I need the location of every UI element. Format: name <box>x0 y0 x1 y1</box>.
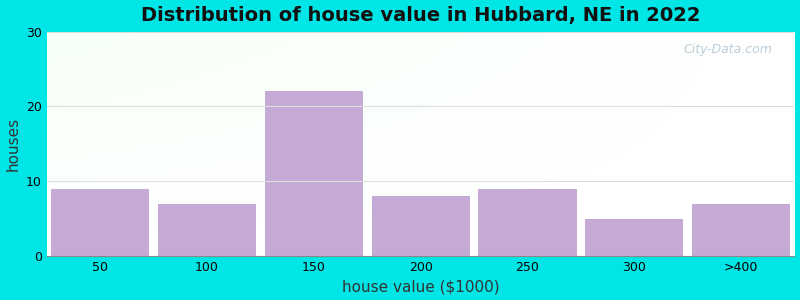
Bar <box>371 196 470 256</box>
Bar <box>478 189 577 256</box>
Bar <box>265 92 363 256</box>
Bar <box>51 189 150 256</box>
Y-axis label: houses: houses <box>6 117 21 171</box>
Bar <box>158 204 256 256</box>
Bar <box>585 219 683 256</box>
Text: City-Data.com: City-Data.com <box>683 43 772 56</box>
Bar <box>692 204 790 256</box>
X-axis label: house value ($1000): house value ($1000) <box>342 279 499 294</box>
Title: Distribution of house value in Hubbard, NE in 2022: Distribution of house value in Hubbard, … <box>141 6 700 25</box>
